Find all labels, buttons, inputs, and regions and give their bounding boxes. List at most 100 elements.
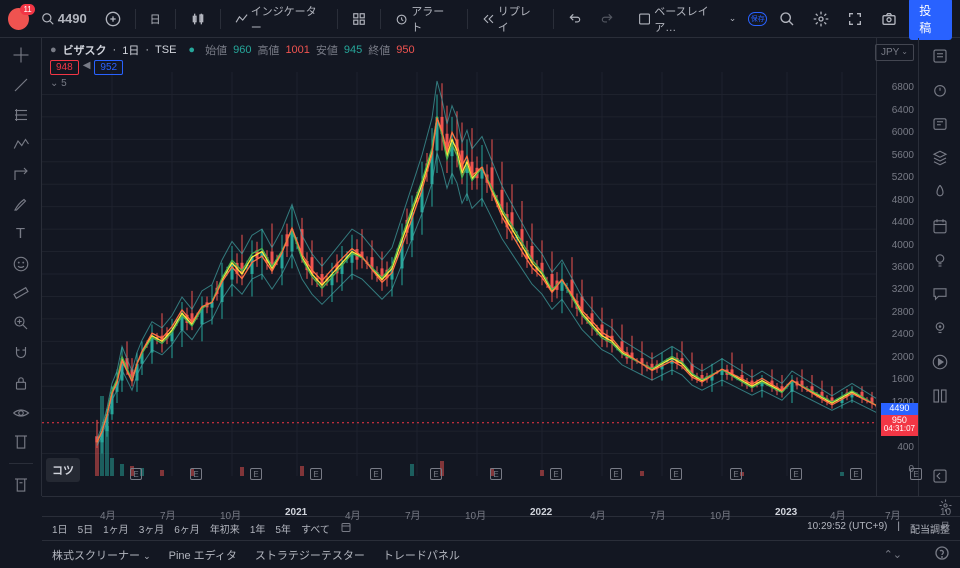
- time-axis[interactable]: 4月7月10月20214月7月10月20224月7月10月20234月7月10月: [42, 496, 960, 516]
- tf-option[interactable]: 1ヶ月: [103, 521, 129, 536]
- alarm-icon: [395, 12, 408, 26]
- emoji-tool[interactable]: [9, 253, 33, 275]
- earnings-marker[interactable]: E: [430, 468, 442, 480]
- favorite-tool[interactable]: [9, 474, 33, 496]
- candle-icon: [190, 11, 206, 27]
- chart-pane[interactable]: ● ビザスク ·1日 ·TSE ● 始値960 高値1001 安値945 終値9…: [42, 38, 876, 496]
- news-button[interactable]: [928, 112, 952, 136]
- tf-option[interactable]: 1年: [250, 521, 266, 536]
- lock-tool[interactable]: [9, 372, 33, 394]
- undo-button[interactable]: [562, 8, 588, 30]
- projection-tool[interactable]: [9, 163, 33, 185]
- grid-icon: [352, 12, 366, 26]
- tf-option[interactable]: 年初来: [210, 521, 240, 536]
- price-axis[interactable]: JPY⌄ 68006400600056005200480044004000360…: [876, 38, 918, 496]
- kotsu-label[interactable]: コツ: [46, 458, 80, 482]
- search-icon: [779, 11, 795, 27]
- earnings-marker[interactable]: E: [790, 468, 802, 480]
- indicators-button[interactable]: インジケーター: [229, 0, 330, 39]
- indicators-icon: [235, 12, 248, 26]
- settings-button[interactable]: [807, 7, 835, 31]
- symbol-legend: ● ビザスク ·1日 ·TSE ● 始値960 高値1001 安値945 終値9…: [50, 42, 415, 58]
- earnings-marker[interactable]: E: [370, 468, 382, 480]
- drawing-toolbar: T: [0, 38, 42, 496]
- earnings-marker[interactable]: E: [850, 468, 862, 480]
- top-toolbar: 4490 日 インジケーター アラート リプレイ ベースレイア…⌄ 保存 投稿: [0, 0, 960, 38]
- tab-panel[interactable]: トレードパネル: [383, 547, 460, 563]
- tf-option[interactable]: 3ヶ月: [139, 521, 165, 536]
- add-button[interactable]: [99, 7, 127, 31]
- replay-button[interactable]: リプレイ: [476, 0, 546, 39]
- tf-option[interactable]: 5日: [78, 521, 94, 536]
- calendar-button[interactable]: [928, 214, 952, 238]
- indicator-legend: 948 ◀ 952: [50, 60, 123, 75]
- clock-label: 10:29:52 (UTC+9): [807, 521, 887, 536]
- order-panel-button[interactable]: [928, 384, 952, 408]
- brush-tool[interactable]: [9, 193, 33, 215]
- hotlist-button[interactable]: [928, 180, 952, 204]
- magnet-tool[interactable]: [9, 342, 33, 364]
- undo-icon: [568, 12, 582, 26]
- chart-svg: [42, 38, 876, 496]
- alerts-panel-button[interactable]: [928, 78, 952, 102]
- cursor-tool[interactable]: [9, 44, 33, 66]
- ruler-tool[interactable]: [9, 283, 33, 305]
- tab-pine[interactable]: Pine エディタ: [169, 547, 237, 563]
- redo-button[interactable]: [594, 8, 620, 30]
- gear-icon: [813, 11, 829, 27]
- axis-settings-button[interactable]: [939, 499, 952, 515]
- trendline-tool[interactable]: [9, 74, 33, 96]
- collapse-right-button[interactable]: [928, 464, 952, 488]
- currency-selector[interactable]: JPY⌄: [875, 44, 914, 61]
- help-button[interactable]: [934, 545, 950, 564]
- fib-tool[interactable]: [9, 104, 33, 126]
- ideas-button[interactable]: [928, 248, 952, 272]
- earnings-marker[interactable]: E: [190, 468, 202, 480]
- tf-option[interactable]: すべて: [301, 521, 330, 536]
- panel-collapse-button[interactable]: ⌃⌄: [884, 548, 902, 561]
- earnings-marker[interactable]: E: [670, 468, 682, 480]
- earnings-marker[interactable]: E: [130, 468, 142, 480]
- candle-type-button[interactable]: [184, 7, 212, 31]
- earnings-marker[interactable]: E: [610, 468, 622, 480]
- templates-button[interactable]: [346, 8, 372, 30]
- layout-button[interactable]: ベースレイア…⌄: [632, 0, 742, 39]
- avatar[interactable]: [8, 8, 29, 30]
- chat-button[interactable]: [928, 282, 952, 306]
- remove-tool[interactable]: [9, 432, 33, 454]
- tf-option[interactable]: 1日: [52, 521, 68, 536]
- fullscreen-button[interactable]: [841, 7, 869, 31]
- interval-button[interactable]: 日: [144, 7, 167, 31]
- tab-tester[interactable]: ストラテジーテスター: [255, 547, 365, 563]
- play-button[interactable]: [928, 350, 952, 374]
- tf-option[interactable]: 6ヶ月: [174, 521, 200, 536]
- text-tool[interactable]: T: [9, 223, 33, 245]
- search-top-button[interactable]: [773, 7, 801, 31]
- symbol-text: 4490: [58, 11, 87, 26]
- stream-button[interactable]: [928, 316, 952, 340]
- alert-button[interactable]: アラート: [389, 0, 459, 39]
- pattern-tool[interactable]: [9, 133, 33, 155]
- earnings-marker[interactable]: E: [550, 468, 562, 480]
- data-window-button[interactable]: [928, 146, 952, 170]
- earnings-marker[interactable]: E: [730, 468, 742, 480]
- last-price-label: 4490 950 04:31:07: [881, 403, 918, 437]
- tf-option[interactable]: 5年: [275, 521, 291, 536]
- right-toolbar: [918, 38, 960, 496]
- earnings-marker[interactable]: E: [250, 468, 262, 480]
- eye-tool[interactable]: [9, 402, 33, 424]
- bottom-panel-tabs: 株式スクリーナー ⌄ Pine エディタ ストラテジーテスター トレードパネル …: [42, 540, 960, 568]
- redo-icon: [600, 12, 614, 26]
- save-badge[interactable]: 保存: [748, 12, 767, 26]
- earnings-marker[interactable]: E: [310, 468, 322, 480]
- plus-icon: [105, 11, 121, 27]
- watchlist-button[interactable]: [928, 44, 952, 68]
- legend-name: ビザスク: [63, 42, 107, 58]
- zoom-tool[interactable]: [9, 312, 33, 334]
- snapshot-button[interactable]: [875, 7, 903, 31]
- publish-button[interactable]: 投稿: [909, 0, 952, 40]
- tab-screener[interactable]: 株式スクリーナー ⌄: [52, 547, 151, 563]
- goto-date-icon[interactable]: [340, 521, 352, 536]
- earnings-marker[interactable]: E: [490, 468, 502, 480]
- symbol-search[interactable]: 4490: [35, 7, 93, 30]
